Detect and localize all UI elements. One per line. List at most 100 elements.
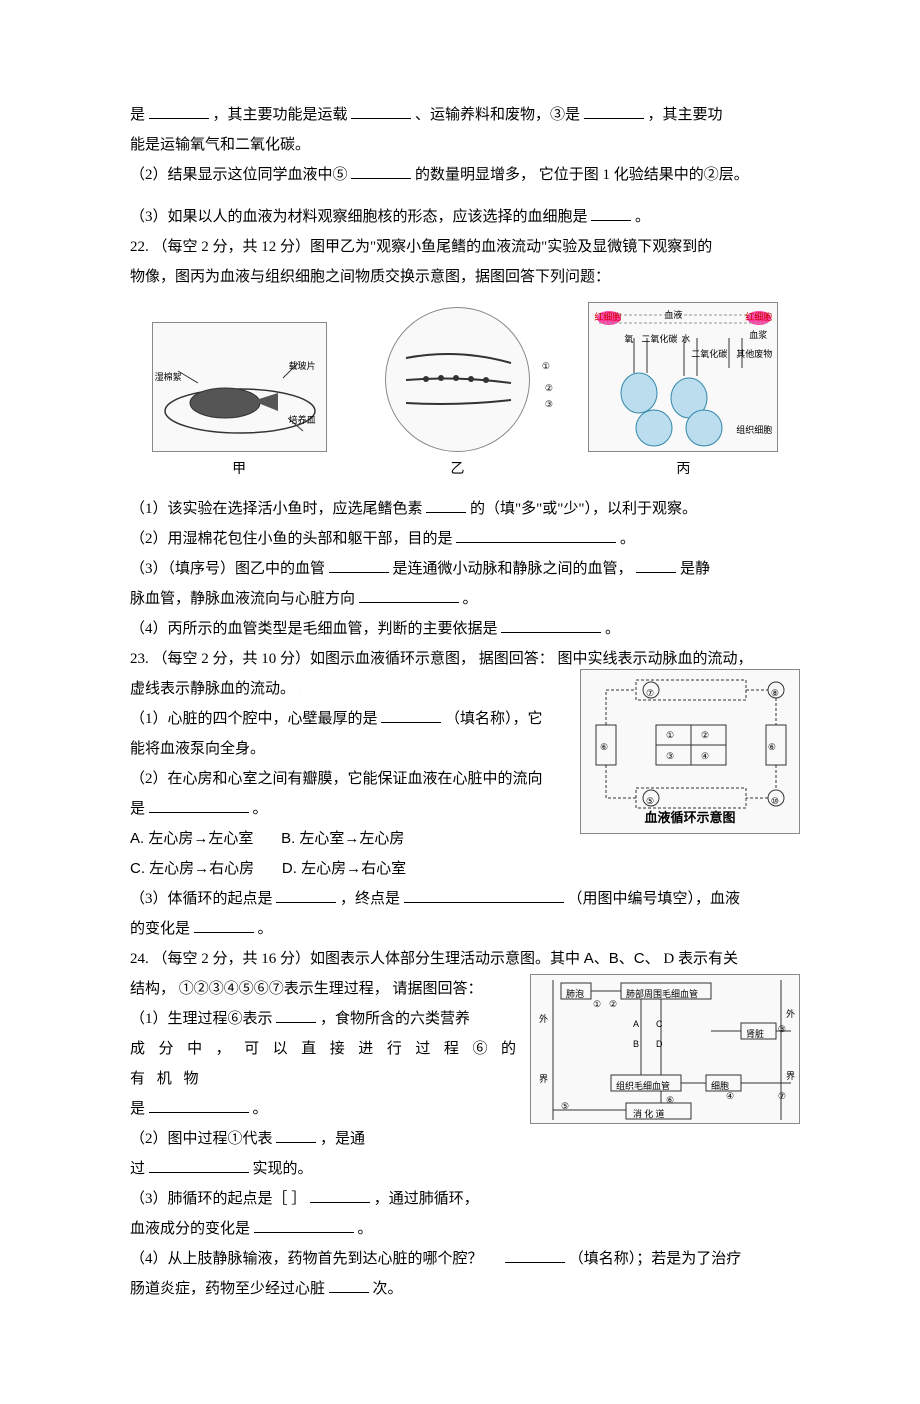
label-lung-cap: 肺部周围毛细血管 [626, 985, 698, 1003]
text: （填名称）；若是为了治疗 [569, 1251, 742, 1267]
text: 。 [253, 801, 268, 817]
blank [359, 588, 459, 603]
text: ，其主要功能是运载 [213, 107, 348, 123]
option-a: A. 左心房→左心室 [130, 824, 253, 854]
text: （4）从上肢静脉输液，药物首先到达心脏的哪个腔？ [130, 1251, 483, 1267]
blank [149, 1098, 249, 1113]
label-plasma2: 血浆 [749, 326, 767, 344]
q22-head2: 物像，图丙为血液与组织细胞之间物质交换示意图，据图回答下列问题： [130, 262, 800, 292]
text: （3）如果以人的血液为材料观察细胞核的形态，应该选择的血细胞是 [130, 209, 588, 225]
text: （4）丙所示的血管类型是毛细血管，判断的主要依据是 [130, 621, 498, 637]
text: 的数量明显增多， 它位于图 1 化验结果中的②层。 [415, 167, 749, 183]
label-plasma: 血液 [664, 306, 682, 324]
q24-4b: 肠道炎症，药物至少经过心脏 次。 [130, 1274, 800, 1304]
label-boundary-r: 界 [786, 1067, 795, 1085]
q23-opts2: C. 左心房→右心房 D. 左心房→右心室 [130, 854, 800, 884]
blank [329, 1278, 369, 1293]
text: （2）结果显示这位同学血液中⑤ [130, 167, 348, 183]
figure-22-row: 湿棉絮 载玻片 培养皿 甲 [130, 302, 800, 484]
blank [426, 498, 466, 513]
text: 。 [463, 591, 478, 607]
blank [456, 528, 616, 543]
blank [276, 1008, 316, 1023]
watermark: . [299, 689, 301, 695]
text: （1）该实验在选择活小鱼时，应选尾鳍色素 [130, 501, 423, 517]
blank [381, 708, 441, 723]
q22-1: （1）该实验在选择活小鱼时，应选尾鳍色素 的（填"多"或"少"），以利于观察。 [130, 494, 800, 524]
caption-23: 血液循环示意图 [581, 805, 799, 831]
text: 。 [253, 1101, 268, 1117]
label-rbc2: 红细胞 [745, 308, 772, 326]
text: （填名称），它 [445, 711, 543, 727]
text: ，通过肺循环， [374, 1191, 479, 1207]
label-1: ① [542, 357, 550, 375]
blank [351, 104, 411, 119]
label-alveoli: 肺泡 [566, 985, 584, 1003]
fig-22a-box: 湿棉絮 载玻片 培养皿 [152, 322, 327, 452]
text: 过 [130, 1161, 145, 1177]
figure-22a: 湿棉絮 载玻片 培养皿 甲 [152, 322, 327, 484]
q21-3: （3）如果以人的血液为材料观察细胞核的形态，应该选择的血细胞是 。 [130, 202, 800, 232]
caption-jia: 甲 [152, 456, 327, 484]
blank [194, 918, 254, 933]
text: 是连通微小动脉和静脉之间的血管， [393, 561, 633, 577]
label-D: D [656, 1035, 663, 1053]
text: 、运输养料和废物，③是 [415, 107, 580, 123]
q21-line2: 能是运输氧气和二氧化碳。 [130, 130, 800, 160]
label-waste: 其他废物 [736, 345, 772, 363]
blank [149, 1158, 249, 1173]
label-n6: ⑥ [666, 1091, 674, 1109]
q22-4: （4）丙所示的血管类型是毛细血管，判断的主要依据是 。 [130, 614, 800, 644]
blank [584, 104, 644, 119]
label-water: 水 [681, 330, 690, 348]
label-kidney: 肾脏 [746, 1025, 764, 1043]
label-co2: 二氧化碳 [641, 330, 677, 348]
caption-yi: 乙 [370, 456, 545, 484]
blank [310, 1188, 370, 1203]
blank [591, 206, 631, 221]
figure-24: 肺泡 肺部周围毛细血管 肾脏 组织毛细血管 细胞 消 化 道 外 界 外 界 A… [530, 974, 800, 1124]
text: 24. （每空 2 分，共 16 分）如图表示人体部分生理活动示意图。其中 [130, 951, 584, 967]
blank [636, 558, 676, 573]
figure-23: ⑦ ⑧ ⑥ ① ② ③ ④ ⑥ ⑤ ⑩ 血液循环示意图 [580, 669, 800, 834]
text: （用图中编号填空），血液 [568, 891, 741, 907]
label-n5: ⑤ [561, 1097, 569, 1115]
q24-2b: 过 实现的。 [130, 1154, 800, 1184]
text: （3）（填序号）图乙中的血管 [130, 561, 325, 577]
blank [276, 888, 336, 903]
option-b: B. 左心室→左心房 [281, 824, 404, 854]
q24-2: （2）图中过程①代表 ，是通 [130, 1124, 800, 1154]
option-d: D. 左心房→右心室 [282, 854, 406, 884]
text: （3）肺循环的起点是［ ］ [130, 1191, 306, 1207]
text: 。 [358, 1221, 373, 1237]
label-oxygen: 氧 [624, 330, 633, 348]
text: 实现的。 [253, 1161, 313, 1177]
label-rbc1: 红细胞 [594, 308, 621, 326]
label-C: C [656, 1015, 663, 1033]
text: 血液成分的变化是 [130, 1221, 250, 1237]
watermark: . [130, 190, 800, 202]
text: 脉血管，静脉血液流向与心脏方向 [130, 591, 355, 607]
text: （2）图中过程①代表 [130, 1131, 273, 1147]
text: D 表示有关 [663, 951, 738, 967]
blank [351, 164, 411, 179]
text: （1）心脏的四个腔中，心壁最厚的是 [130, 711, 378, 727]
blank [505, 1248, 565, 1263]
q23-3: （3）体循环的起点是 ，终点是 （用图中编号填空），血液 [130, 884, 800, 914]
label-cell: 组织细胞 [736, 421, 772, 439]
q24-3b: 血液成分的变化是 。 [130, 1214, 800, 1244]
text: 。 [620, 531, 635, 547]
label-n4: ④ [726, 1087, 734, 1105]
blank [254, 1218, 354, 1233]
text: 次。 [373, 1281, 403, 1297]
blank [276, 1128, 316, 1143]
blank [149, 798, 249, 813]
label-n3: ③ [778, 1020, 786, 1038]
q24-head: 24. （每空 2 分，共 16 分）如图表示人体部分生理活动示意图。其中 A、… [130, 944, 800, 974]
label-n1: ① [593, 995, 601, 1013]
text: 是 [130, 107, 145, 123]
text: ，终点是 [340, 891, 400, 907]
label-1: ① [666, 726, 674, 744]
q21-2: （2）结果显示这位同学血液中⑤ 的数量明显增多， 它位于图 1 化验结果中的②层… [130, 160, 800, 190]
label-out-l: 外 [539, 1010, 548, 1028]
